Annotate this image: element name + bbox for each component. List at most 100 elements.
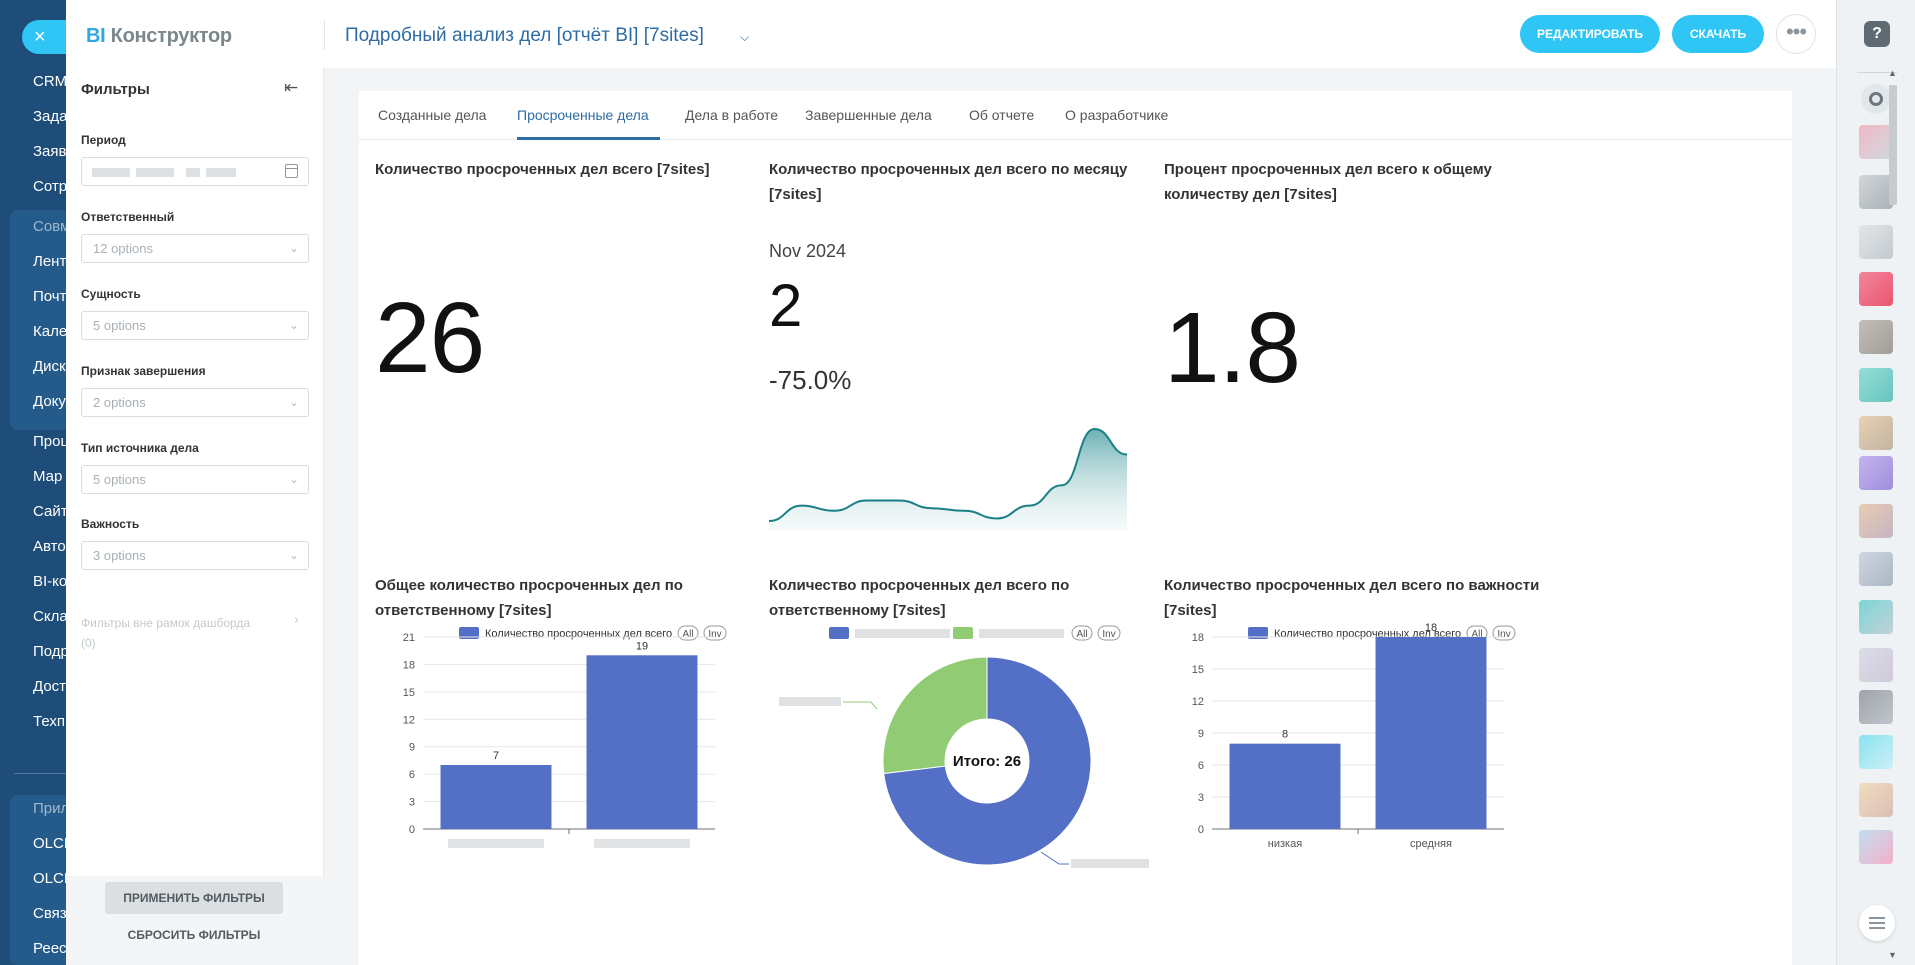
scrollbar-thumb[interactable] (1889, 85, 1897, 205)
period-input[interactable] (81, 157, 309, 186)
y-tick-label: 18 (1192, 632, 1204, 644)
source-type-select[interactable]: 5 options ⌄ (81, 465, 309, 494)
bitrix-menu-item[interactable]: Почт (33, 288, 66, 305)
legend-swatch (953, 627, 973, 639)
responsible-select[interactable]: 12 options ⌄ (81, 234, 309, 263)
avatar[interactable] (1859, 125, 1893, 159)
close-slider-icon[interactable]: × (22, 20, 66, 54)
apply-filters-button[interactable]: ПРИМЕНИТЬ ФИЛЬТРЫ (105, 882, 283, 914)
bitrix-menu-item[interactable]: Сотр (33, 178, 66, 195)
pie-slice (883, 656, 1092, 866)
chevron-down-icon: ⌄ (288, 472, 299, 486)
bitrix-menu-item[interactable]: Кале (33, 323, 66, 340)
pie-leader-line (843, 701, 878, 710)
avatar[interactable] (1859, 783, 1893, 817)
bar-chart-importance: Количество просроченных дел всего All Inv0… (1192, 622, 1516, 850)
avatar[interactable] (1859, 368, 1893, 402)
copilot-icon[interactable] (1861, 84, 1891, 114)
bitrix-menu-item[interactable]: Заяв (33, 143, 66, 160)
pie-slice (882, 656, 988, 775)
outside-scope-filters[interactable]: Фильтры вне рамок дашборда (0) (81, 616, 251, 650)
bitrix-right-rail: ? (1836, 0, 1915, 965)
tab-overdue[interactable]: Просроченные дела (517, 107, 649, 123)
bitrix-menu-item[interactable]: Проц (33, 433, 66, 450)
bar (1229, 743, 1341, 829)
help-icon[interactable]: ? (1864, 21, 1890, 47)
report-title[interactable]: Подробный анализ дел [отчёт BI] [7sites] (345, 25, 704, 46)
x-tick-label: низкая (1268, 838, 1302, 850)
tab-completed[interactable]: Завершенные дела (805, 107, 932, 123)
avatar[interactable] (1859, 320, 1893, 354)
chevron-down-icon: ⌄ (288, 318, 299, 332)
avatar[interactable] (1859, 648, 1893, 682)
avatar[interactable] (1859, 552, 1893, 586)
bitrix-menu-item[interactable]: CRM (33, 73, 66, 90)
bitrix-menu-item[interactable]: OLCH (33, 835, 66, 852)
chevron-down-icon: ⌄ (288, 548, 299, 562)
legend-all-label: All (682, 629, 693, 640)
avatar[interactable] (1859, 735, 1893, 769)
avatar[interactable] (1859, 504, 1893, 538)
bitrix-menu-item[interactable]: Подр (33, 643, 66, 660)
bitrix-menu-item[interactable]: Авто (33, 538, 66, 555)
bitrix-menu-item[interactable]: Мар (33, 468, 63, 485)
tab-about-developer[interactable]: О разработчике (1065, 107, 1169, 123)
chevron-right-icon[interactable]: › (294, 611, 299, 627)
header-divider (324, 20, 325, 50)
avatar[interactable] (1859, 416, 1893, 450)
edit-button[interactable]: РЕДАКТИРОВАТЬ (1520, 15, 1660, 53)
bitrix-menu-item[interactable]: Дост (33, 678, 66, 695)
menu-icon[interactable] (1859, 905, 1895, 941)
entity-label: Сущность (81, 287, 141, 301)
bitrix-menu-item[interactable]: Доку (33, 393, 66, 410)
bitrix-menu-item[interactable]: Совм (33, 218, 66, 235)
avatar[interactable] (1859, 600, 1893, 634)
bitrix-menu-item[interactable]: Лент (33, 253, 66, 270)
calendar-icon[interactable] (285, 164, 298, 178)
y-tick-label: 12 (1192, 696, 1204, 708)
bitrix-menu-item[interactable]: Диск (33, 358, 66, 375)
active-tab-indicator (517, 137, 660, 140)
avatar[interactable] (1859, 830, 1893, 864)
bitrix-menu-item[interactable]: Сайт (33, 503, 66, 520)
y-tick-label: 15 (403, 687, 415, 699)
avatar[interactable] (1859, 456, 1893, 490)
importance-select[interactable]: 3 options ⌄ (81, 541, 309, 570)
bitrix-menu-item[interactable]: Связ (33, 905, 66, 922)
tab-created[interactable]: Созданные дела (378, 107, 487, 123)
bitrix-menu-item[interactable]: OLCH (33, 870, 66, 887)
avatar[interactable] (1859, 272, 1893, 306)
completion-select[interactable]: 2 options ⌄ (81, 388, 309, 417)
responsible-label: Ответственный (81, 210, 175, 224)
kpi-period: Nov 2024 (769, 241, 847, 261)
avatar[interactable] (1859, 225, 1893, 259)
tab-in-progress[interactable]: Дела в работе (685, 107, 779, 123)
bitrix-menu-item[interactable]: Техп (33, 713, 65, 730)
avatar[interactable] (1859, 690, 1893, 724)
reset-filters-button[interactable]: СБРОСИТЬ ФИЛЬТРЫ (127, 928, 261, 942)
scroll-up-icon[interactable]: ▲ (1888, 68, 1897, 78)
bar-value-label: 19 (636, 640, 648, 652)
legend-swatch (829, 627, 849, 639)
bitrix-menu-item[interactable]: Скла (33, 608, 66, 625)
bar-value-label: 7 (493, 750, 499, 762)
chevron-down-icon[interactable]: ⌵ (740, 30, 750, 44)
scroll-down-icon[interactable]: ▼ (1888, 950, 1897, 960)
bi-constructor-panel: BI Конструктор Подробный анализ дел [отч… (66, 0, 1897, 965)
more-button[interactable]: ••• (1776, 14, 1816, 54)
download-button[interactable]: СКАЧАТЬ (1672, 15, 1764, 53)
bitrix-menu-item[interactable]: Прил (33, 800, 66, 817)
bitrix-menu-item[interactable]: Реес (33, 940, 66, 957)
pie-leader-line (1040, 851, 1069, 865)
bitrix-menu-group (10, 210, 66, 430)
legend-label-redacted (979, 629, 1064, 638)
bi-logo: BI Конструктор (86, 25, 232, 47)
bitrix-menu-item[interactable]: Зада (33, 108, 66, 125)
bitrix-menu-item[interactable]: BI-ко (33, 573, 66, 590)
chevron-down-icon: ⌄ (288, 395, 299, 409)
avatar[interactable] (1859, 175, 1893, 209)
collapse-sidebar-icon[interactable]: ⇤ (284, 78, 299, 97)
entity-select[interactable]: 5 options ⌄ (81, 311, 309, 340)
tab-about-report[interactable]: Об отчете (969, 107, 1035, 123)
scrollbar[interactable] (1886, 80, 1900, 965)
